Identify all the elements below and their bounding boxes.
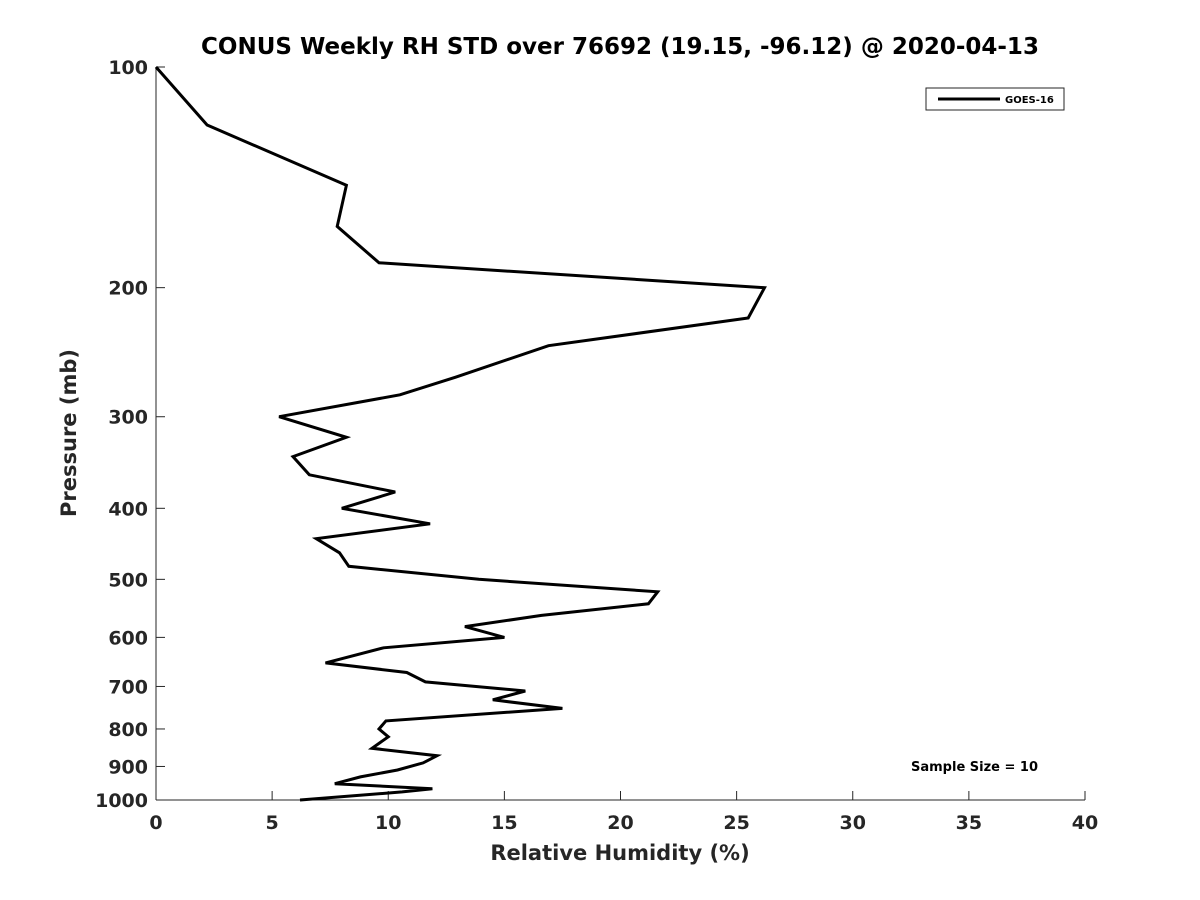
legend: GOES-16	[925, 87, 1065, 111]
y-tick-label: 700	[108, 676, 148, 698]
y-tick-label: 100	[108, 57, 148, 79]
x-ticks: 0 5 10 15 20 25 30 35 40	[149, 791, 1098, 834]
y-tick-label: 400	[108, 498, 148, 520]
y-tick-label: 200	[108, 278, 148, 300]
x-tick-label: 40	[1072, 812, 1098, 834]
series-line-goes-16	[154, 66, 767, 802]
y-axis-label: Pressure (mb)	[57, 349, 81, 517]
series-group	[154, 66, 767, 802]
x-tick-label: 30	[840, 812, 866, 834]
x-tick-label: 25	[723, 812, 749, 834]
x-tick-label: 0	[149, 812, 162, 834]
plot-area: 0 5 10 15 20 25 30 35 40 100 200 300 400 500 600 700 80…	[95, 57, 1098, 834]
x-tick-label: 10	[375, 812, 401, 834]
y-tick-label: 500	[108, 569, 148, 591]
x-tick-label: 20	[607, 812, 633, 834]
x-tick-label: 5	[266, 812, 279, 834]
chart-title: CONUS Weekly RH STD over 76692 (19.15, -…	[201, 34, 1039, 60]
y-tick-label: 300	[108, 407, 148, 429]
y-tick-label: 600	[108, 627, 148, 649]
y-tick-label: 900	[108, 756, 148, 778]
x-tick-label: 15	[491, 812, 517, 834]
x-axis-label: Relative Humidity (%)	[490, 841, 749, 865]
y-tick-label: 800	[108, 719, 148, 741]
x-tick-label: 35	[956, 812, 982, 834]
legend-entry: GOES-16	[1005, 95, 1054, 106]
sample-size-annotation: Sample Size = 10	[911, 760, 1038, 775]
y-tick-label: 1000	[95, 790, 148, 812]
y-ticks: 100 200 300 400 500 600 700 800 900 1000	[95, 57, 165, 812]
